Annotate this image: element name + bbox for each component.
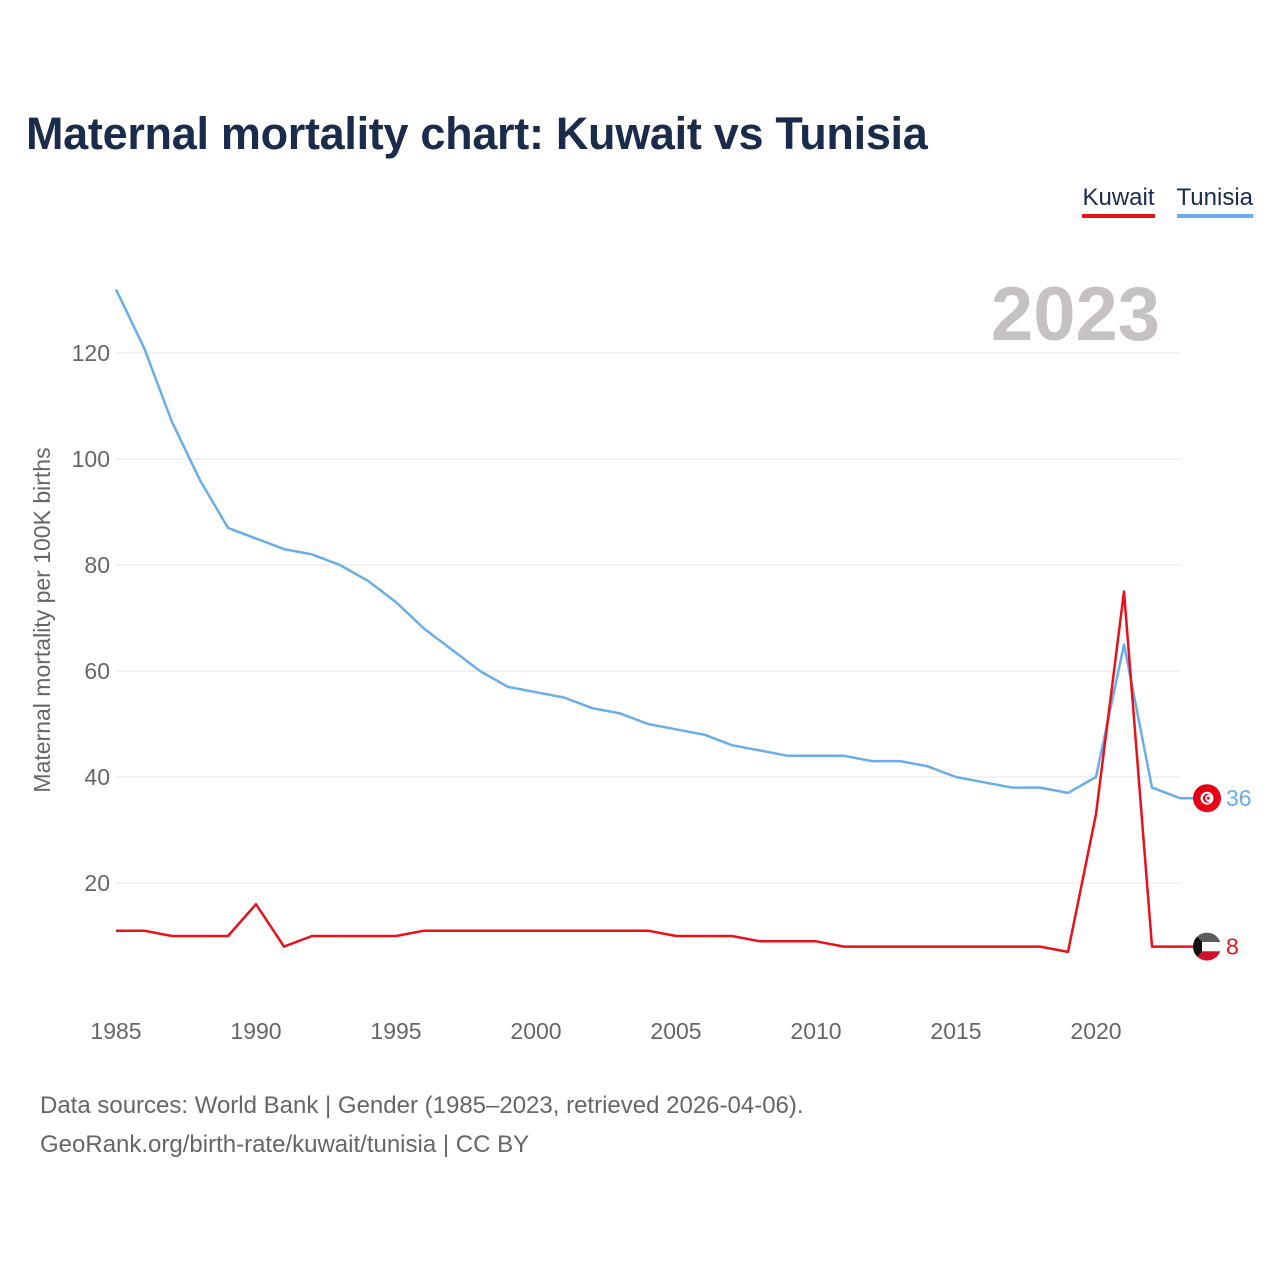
x-tick-label: 1995 <box>370 1018 421 1044</box>
series-line-tunisia <box>114 288 1181 800</box>
y-tick-label: 40 <box>84 764 110 790</box>
kuwait-flag-icon <box>1193 932 1221 961</box>
x-tick-label: 2015 <box>930 1018 981 1044</box>
x-tick-label: 2005 <box>650 1018 701 1044</box>
series-end-markers: 36 8 <box>1180 784 1252 961</box>
y-tick-label: 60 <box>84 658 110 684</box>
footer: Data sources: World Bank | Gender (1985–… <box>40 1086 804 1164</box>
x-tick-label: 2020 <box>1070 1018 1121 1044</box>
y-axis: 20 40 60 80 100 120 <box>72 340 110 896</box>
year-watermark: 2023 <box>991 272 1160 357</box>
y-tick-label: 20 <box>84 870 110 896</box>
legend-item-tunisia[interactable]: Tunisia <box>1176 184 1253 218</box>
y-tick-label: 120 <box>72 340 110 366</box>
series-end-label-kuwait: 8 <box>1226 934 1239 960</box>
y-axis-label: Maternal mortality per 100K births <box>29 447 55 792</box>
x-tick-label: 2010 <box>790 1018 841 1044</box>
page-title: Maternal mortality chart: Kuwait vs Tuni… <box>26 108 928 159</box>
x-tick-label: 1990 <box>230 1018 281 1044</box>
series-end-label-tunisia: 36 <box>1226 785 1252 811</box>
series-lines <box>114 288 1181 954</box>
legend: Kuwait Tunisia <box>1082 184 1253 218</box>
x-tick-label: 2000 <box>510 1018 561 1044</box>
x-axis: 1985 1990 1995 2000 2005 2010 2015 2020 <box>90 1018 1121 1044</box>
grid-lines <box>116 352 1181 884</box>
legend-item-kuwait[interactable]: Kuwait <box>1082 184 1155 218</box>
x-tick-label: 1985 <box>90 1018 141 1044</box>
series-line-kuwait <box>116 590 1180 954</box>
tunisia-flag-icon <box>1193 784 1221 813</box>
footer-source-text: Data sources: World Bank | Gender (1985–… <box>40 1092 804 1119</box>
footer-attribution-text[interactable]: GeoRank.org/birth-rate/kuwait/tunisia | … <box>40 1131 530 1158</box>
y-tick-label: 100 <box>72 446 110 472</box>
y-tick-label: 80 <box>84 552 110 578</box>
